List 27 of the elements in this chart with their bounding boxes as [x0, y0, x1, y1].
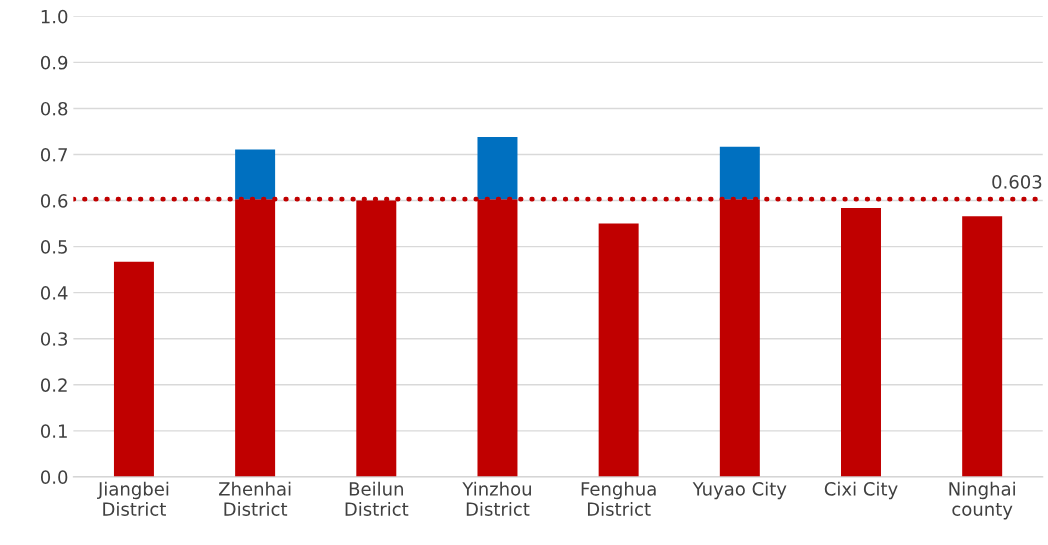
y-tick-label: 0.2	[40, 378, 67, 392]
y-tick-label: 0.9	[40, 55, 68, 70]
bar	[719, 146, 760, 200]
x-tick-label: Beilun District	[345, 481, 409, 516]
y-tick-label: 0.7	[40, 147, 67, 162]
y-tick-label: 0.0	[40, 470, 68, 484]
x-tick-label: Yuyao City	[692, 481, 787, 500]
ref-line-label: 0.603	[992, 175, 1042, 189]
y-tick-label: 0.6	[40, 194, 68, 208]
bar	[598, 223, 639, 477]
bar	[477, 137, 518, 200]
x-tick-label: Zhenhai District	[218, 481, 291, 516]
y-tick-label: 1.0	[41, 9, 68, 24]
y-tick-label: 0.1	[40, 424, 67, 438]
bar	[841, 207, 881, 477]
bar	[113, 261, 154, 477]
y-tick-label: 0.4	[40, 286, 68, 300]
x-tick-label: Fenghua District	[581, 481, 656, 516]
x-tick-label: Yinzhou District	[462, 481, 531, 516]
y-tick-label: 0.3	[40, 332, 68, 346]
bar	[235, 149, 276, 200]
y-tick-label: 0.8	[40, 101, 68, 116]
y-tick-label: 0.5	[40, 240, 67, 254]
x-tick-label: Cixi City	[824, 481, 898, 500]
x-tick-label: Ninghai county	[949, 481, 1015, 520]
x-tick-label: Jiangbei District	[97, 481, 169, 516]
bar	[962, 216, 1003, 477]
